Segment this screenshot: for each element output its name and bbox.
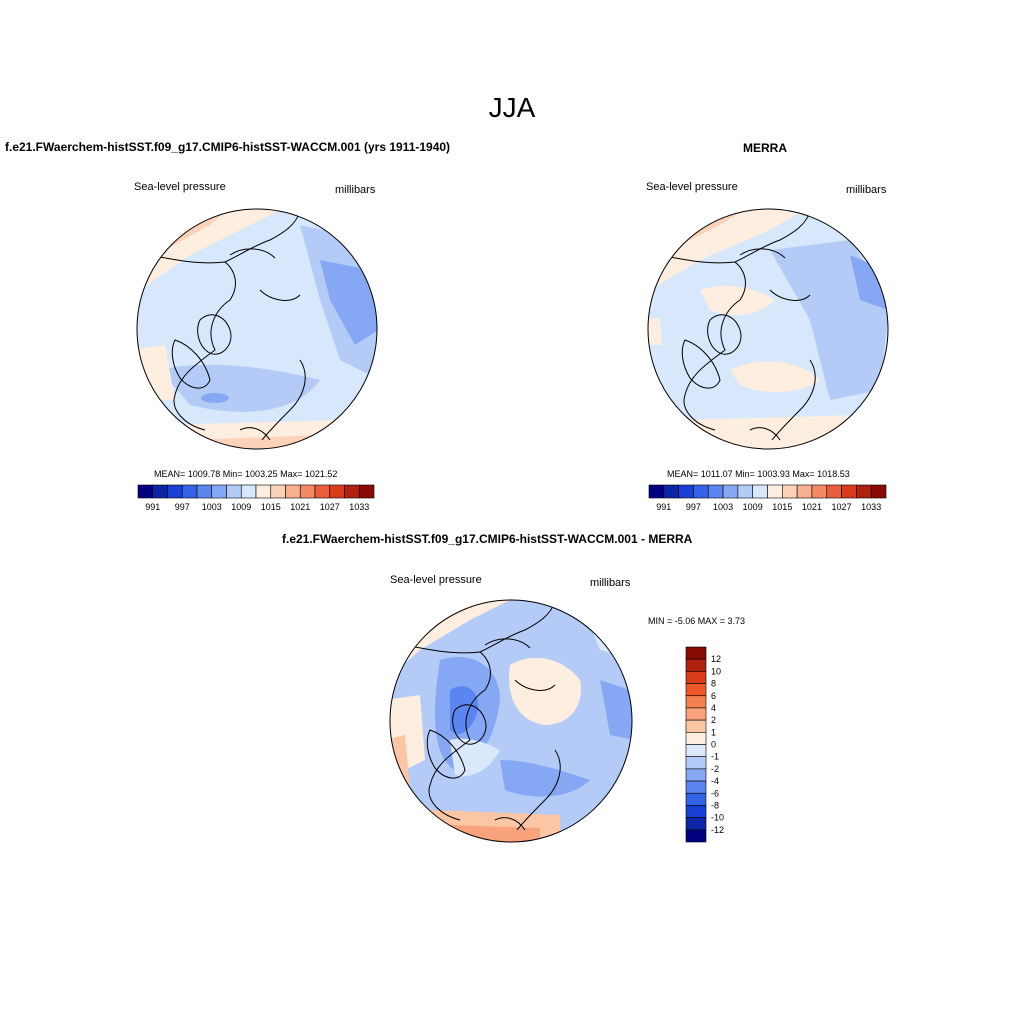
colorbar-swatch [870,484,887,499]
colorbar-swatch [685,732,707,745]
colorbar-swatch [685,817,707,831]
colorbar-swatch [226,484,242,499]
colorbar-swatch [648,484,665,499]
colorbar-tick-label: 8 [711,679,716,689]
colorbar-swatch [737,484,753,499]
colorbar-swatch [685,829,707,843]
colorbar-swatch [152,484,168,499]
colorbar-tick-label: 4 [711,703,716,713]
colorbar-tick-label: 12 [711,654,721,664]
colorbar-swatch [856,484,872,499]
colorbar-tick-label: 1033 [861,502,881,512]
colorbar-swatch [314,484,331,499]
colorbar-swatch [329,484,345,499]
colorbar-swatch [811,484,828,499]
panel3-stats: MIN = -5.06 MAX = 3.73 [648,616,746,626]
colorbar-swatch [722,484,739,499]
colorbar-swatch [685,780,707,794]
colorbar-tick-label: 1 [711,727,716,737]
colorbar-swatch [782,484,798,499]
colorbar-tick-label: -12 [711,825,724,835]
panel2-stats: MEAN= 1011.07 Min= 1003.93 Max= 1018.53 [667,469,850,479]
panel1-title: f.e21.FWaerchem-histSST.f09_g17.CMIP6-hi… [5,140,451,154]
colorbar-swatch [358,484,375,499]
colorbar-swatch [211,484,227,499]
page-title: JJA [488,92,536,123]
panel3-variable: Sea-level pressure [390,574,482,586]
colorbar-swatch [685,658,707,672]
colorbar-tick-label: 0 [711,740,716,750]
colorbar-swatch [167,484,183,499]
colorbar-tick-label: 991 [145,502,160,512]
map-model-slp [136,208,378,450]
colorbar-tick-label: -6 [711,788,719,798]
colorbar-swatch [752,484,768,499]
colorbar-tick-label: -2 [711,764,719,774]
colorbar-tick-label: 997 [686,502,701,512]
colorbar-swatch [270,484,286,499]
colorbar-merra: 991 997 1003 1009 1015 1021 1027 1033 [648,484,887,512]
colorbar-tick-label: -4 [711,776,719,786]
panel3-title: f.e21.FWaerchem-histSST.f09_g17.CMIP6-hi… [282,532,693,546]
colorbar-swatch [841,484,857,499]
colorbar-swatch [685,805,707,818]
colorbar-swatch [285,484,301,499]
colorbar-swatch [685,792,707,806]
colorbar-tick-label: 1015 [772,502,792,512]
colorbar-swatch [685,671,707,684]
colorbar-swatch [663,484,679,499]
map-difference-slp [389,599,633,843]
panel1-stats: MEAN= 1009.78 Min= 1003.25 Max= 1021.52 [154,469,338,479]
colorbar-tick-label: 1003 [202,502,222,512]
colorbar-swatch [767,484,783,499]
colorbar-tick-label: -1 [711,752,719,762]
colorbar-tick-label: 1003 [713,502,733,512]
colorbar-tick-label: 6 [711,691,716,701]
colorbar-tick-label: 10 [711,666,721,676]
colorbar-swatch [678,484,694,499]
colorbar-model: 991 997 1003 1009 1015 1021 1027 1033 [137,484,375,512]
colorbar-tick-label: 1033 [349,502,369,512]
colorbar-swatch [240,484,257,499]
colorbar-swatch [685,719,707,733]
colorbar-swatch [196,484,213,499]
panel3-units: millibars [590,577,631,589]
colorbar-tick-label: 997 [175,502,190,512]
colorbar-tick-label: 1021 [802,502,822,512]
colorbar-tick-label: -10 [711,813,724,823]
colorbar-tick-label: 1027 [320,502,340,512]
colorbar-swatch [181,484,198,499]
panel1-variable: Sea-level pressure [134,181,226,193]
panel2-variable: Sea-level pressure [646,181,738,193]
colorbar-swatch [685,768,707,782]
colorbar-swatch [685,707,707,721]
colorbar-swatch [344,484,360,499]
colorbar-tick-label: 1027 [832,502,852,512]
colorbar-tick-label: 1009 [743,502,763,512]
colorbar-tick-label: 2 [711,715,716,725]
colorbar-swatch [685,744,707,757]
colorbar-tick-label: -8 [711,800,719,810]
colorbar-swatch [693,484,709,499]
colorbar-tick-label: 1009 [231,502,251,512]
colorbar-swatch [255,484,272,499]
colorbar-tick-label: 1021 [290,502,310,512]
colorbar-swatch [685,695,707,709]
colorbar-swatch [707,484,724,499]
colorbar-swatch [685,756,707,770]
panel2-title: MERRA [743,141,787,155]
colorbar-swatch [685,683,707,697]
colorbar-tick-label: 1015 [261,502,281,512]
colorbar-swatch [685,646,707,660]
map-merra-slp [647,208,889,450]
colorbar-swatch [137,484,154,499]
panel1-units: millibars [335,184,376,196]
colorbar-swatch [796,484,813,499]
colorbar-tick-label: 991 [656,502,671,512]
colorbar-swatch [826,484,842,499]
panel2-units: millibars [846,184,887,196]
colorbar-swatch [299,484,316,499]
